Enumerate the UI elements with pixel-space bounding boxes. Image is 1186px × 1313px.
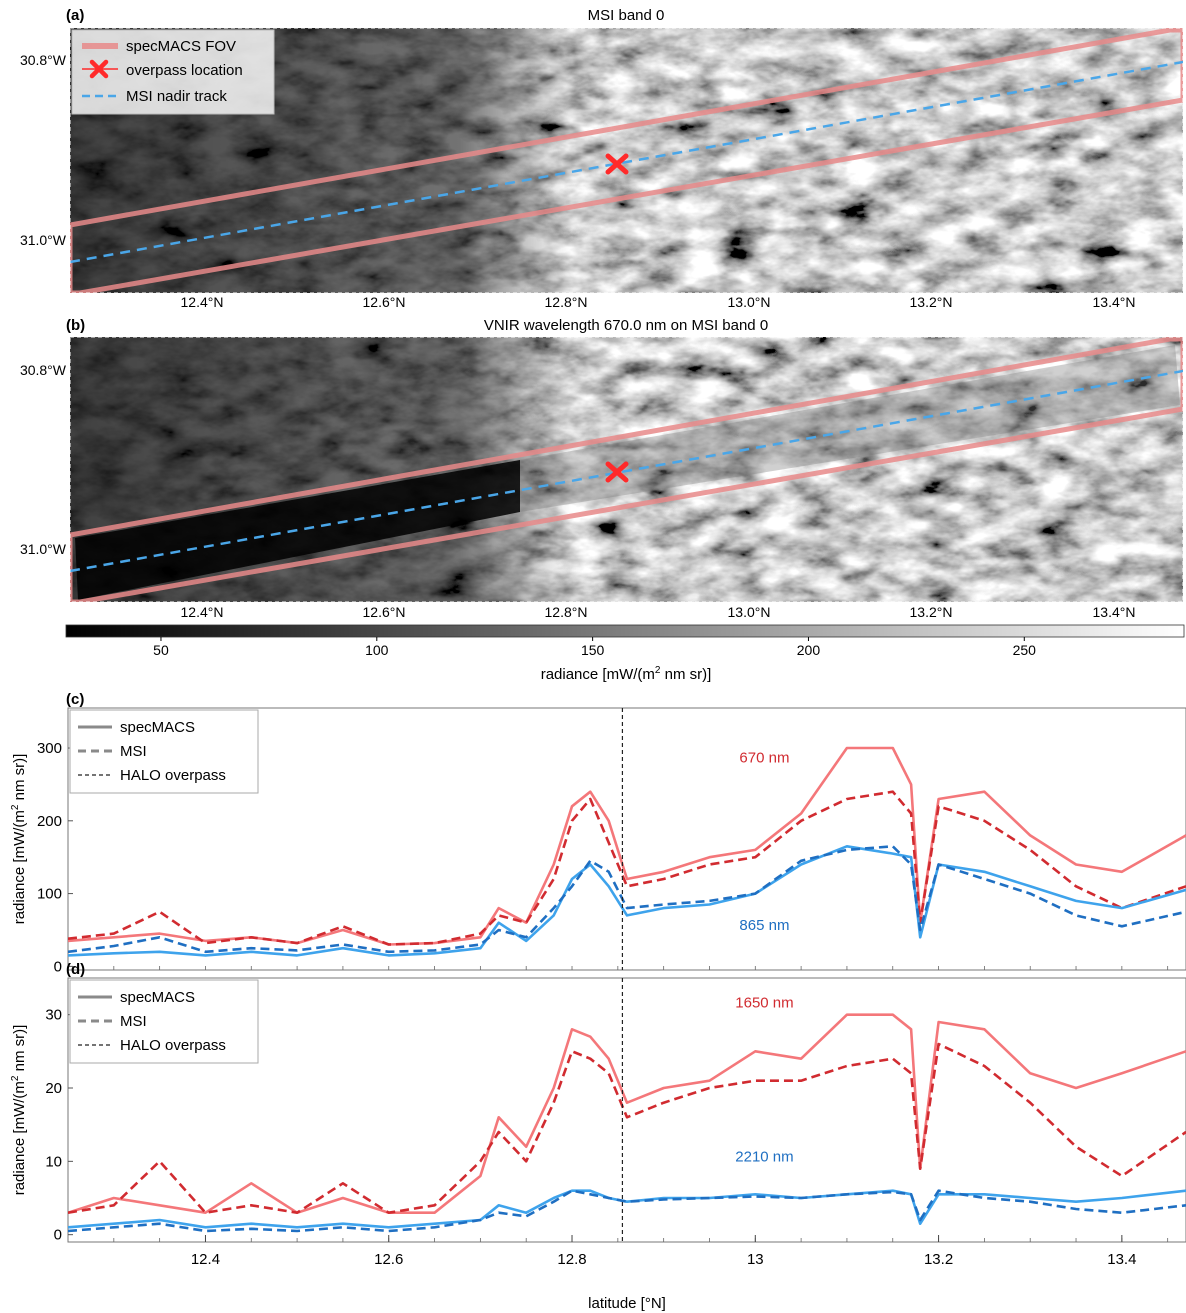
panel-a: (a) MSI band 0 specMACS FOV overpass loc… xyxy=(20,7,1184,310)
colorbar-tick-label: 200 xyxy=(797,642,821,658)
y-tick-label: 0 xyxy=(54,958,62,975)
overpass-marker-a xyxy=(605,153,629,175)
wavelength-annotation: 2210 nm xyxy=(735,1148,793,1165)
y-tick-label: 10 xyxy=(45,1153,62,1170)
colorbar: 50 100 150 200 250 radiance [mW/(m2 nm sr)] xyxy=(65,624,1185,683)
x-tick-label: 12.8 xyxy=(557,1251,586,1268)
series-865-nm-msi xyxy=(68,844,1186,954)
map-a-yticks: 30.8°W 31.0°W xyxy=(20,52,67,248)
x-tick-label: 13.4 xyxy=(1107,1251,1136,1268)
svg-text:12.4°N: 12.4°N xyxy=(181,294,224,310)
x-tick-label: 12.6 xyxy=(374,1251,403,1268)
wavelength-annotation: 865 nm xyxy=(739,917,789,934)
y-tick-label: 20 xyxy=(45,1080,62,1097)
panel-b-title: VNIR wavelength 670.0 nm on MSI band 0 xyxy=(484,317,768,334)
colorbar-tick-label: 250 xyxy=(1013,642,1037,658)
svg-text:13.0°N: 13.0°N xyxy=(728,294,771,310)
map-a-frame xyxy=(69,27,1184,294)
specmacs-fov-b xyxy=(70,337,1183,602)
panel-c-letter: (c) xyxy=(66,691,84,708)
svg-text:13.2°N: 13.2°N xyxy=(910,294,953,310)
legend-halo: HALO overpass xyxy=(120,767,226,784)
legend-msi: MSI xyxy=(120,743,147,760)
panel-a-title: MSI band 0 xyxy=(588,7,665,24)
y-tick-label: 100 xyxy=(37,886,62,903)
map-b-xticks: 12.4°N 12.6°N 12.8°N 13.0°N 13.2°N 13.4°… xyxy=(181,604,1136,620)
x-tick-label: 12.4 xyxy=(191,1251,220,1268)
legend-track-label: MSI nadir track xyxy=(126,88,227,105)
legend-fov-label: specMACS FOV xyxy=(126,38,236,55)
map-a-xticks: 12.4°N 12.6°N 12.8°N 13.0°N 13.2°N 13.4°… xyxy=(181,294,1136,310)
series-1650-nm-msi xyxy=(68,1042,1186,1214)
colorbar-tick-label: 50 xyxy=(153,642,169,658)
svg-text:12.8°N: 12.8°N xyxy=(545,604,588,620)
panel-c: (c) 0 100 200 300 670 nm 865 nm radiance [mW/… xyxy=(10,691,1186,975)
plot-c-legend: specMACS MSI HALO overpass xyxy=(69,709,259,794)
map-b-image xyxy=(70,337,1183,602)
svg-text:31.0°W: 31.0°W xyxy=(20,232,67,248)
plot-c-area xyxy=(68,708,1186,970)
map-b-yticks: 30.8°W 31.0°W xyxy=(20,362,67,557)
svg-text:12.6°N: 12.6°N xyxy=(363,604,406,620)
map-b-frame xyxy=(69,336,1184,603)
plot-d-axes: 0 10 20 30 12.4 12.6 12.8 13 13.2 13.4 1650 nm 2210… xyxy=(45,994,1169,1268)
y-tick-label: 300 xyxy=(37,740,62,757)
svg-text:12.6°N: 12.6°N xyxy=(363,294,406,310)
svg-text:13.2°N: 13.2°N xyxy=(910,604,953,620)
wavelength-annotation: 670 nm xyxy=(739,750,789,767)
svg-text:13.0°N: 13.0°N xyxy=(728,604,771,620)
specmacs-fov-a xyxy=(70,28,1183,293)
svg-text:13.4°N: 13.4°N xyxy=(1093,604,1136,620)
plot-c-axes: 0 100 200 300 670 nm 865 nm xyxy=(37,740,1169,975)
plot-d-legend: specMACS MSI HALO overpass xyxy=(69,979,259,1064)
panel-a-letter: (a) xyxy=(66,7,84,24)
plot-d-area xyxy=(68,978,1186,1242)
wavelength-annotation: 1650 nm xyxy=(735,994,793,1011)
y-tick-label: 0 xyxy=(54,1227,62,1244)
svg-text:12.8°N: 12.8°N xyxy=(545,294,588,310)
x-tick-label: 13.2 xyxy=(924,1251,953,1268)
panel-d-letter: (d) xyxy=(66,961,85,978)
y-tick-label: 30 xyxy=(45,1007,62,1024)
panel-b: (b) VNIR wavelength 670.0 nm on MSI band… xyxy=(20,317,1184,620)
x-tick-label: 13 xyxy=(747,1251,764,1268)
svg-text:12.4°N: 12.4°N xyxy=(181,604,224,620)
svg-text:30.8°W: 30.8°W xyxy=(20,52,67,68)
plot-d-ylabel: radiance [mW/(m2 nm sr)] xyxy=(10,1025,28,1196)
overpass-marker-b xyxy=(605,461,629,483)
plot-d-xlabel: latitude [°N] xyxy=(588,1295,666,1312)
y-tick-label: 200 xyxy=(37,813,62,830)
colorbar-label: radiance [mW/(m2 nm sr)] xyxy=(541,665,712,683)
panel-b-letter: (b) xyxy=(66,317,85,334)
plot-c-ylabel: radiance [mW/(m2 nm sr)] xyxy=(10,754,28,925)
legend-overpass-label: overpass location xyxy=(126,62,243,79)
svg-text:HALO overpass: HALO overpass xyxy=(120,1037,226,1054)
series-670-nm-msi xyxy=(68,790,1186,946)
svg-text:30.8°W: 30.8°W xyxy=(20,362,67,378)
svg-text:13.4°N: 13.4°N xyxy=(1093,294,1136,310)
map-a-legend: specMACS FOV overpass location MSI nadir… xyxy=(71,29,275,115)
msi-track-b xyxy=(70,369,1183,573)
colorbar-tick-label: 100 xyxy=(365,642,389,658)
legend-specmacs: specMACS xyxy=(120,719,195,736)
series-2210-nm-msi xyxy=(68,1189,1186,1233)
colorbar-tick-label: 150 xyxy=(581,642,605,658)
panel-d: (d) 0 10 20 30 12.4 12.6 12.8 13 13.2 13.4 1650 nm… xyxy=(10,961,1186,1312)
svg-text:specMACS: specMACS xyxy=(120,989,195,1006)
svg-text:31.0°W: 31.0°W xyxy=(20,541,67,557)
svg-text:MSI: MSI xyxy=(120,1013,147,1030)
msi-track-a xyxy=(70,60,1183,264)
